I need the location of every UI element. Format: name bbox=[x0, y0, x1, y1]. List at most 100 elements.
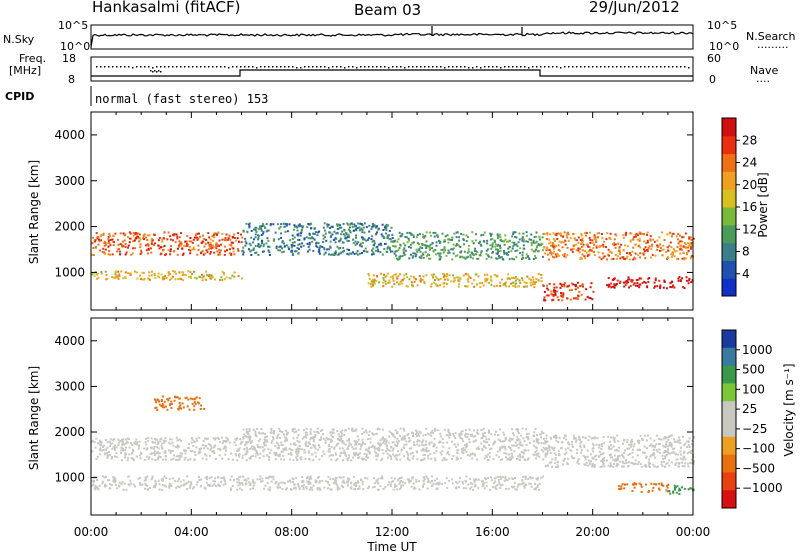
echo-cell bbox=[326, 487, 329, 490]
echo-cell bbox=[567, 447, 570, 450]
echo-cell bbox=[411, 457, 414, 460]
echo-cell bbox=[368, 230, 371, 233]
echo-cell bbox=[170, 485, 173, 488]
echo-cell bbox=[668, 490, 671, 492]
echo-cell bbox=[226, 238, 229, 241]
echo-cell bbox=[526, 432, 529, 435]
echo-cell bbox=[118, 273, 121, 276]
echo-cell bbox=[649, 437, 652, 440]
echo-cell bbox=[173, 270, 176, 273]
echo-cell bbox=[170, 245, 172, 248]
echo-cell bbox=[100, 271, 103, 273]
echo-cell bbox=[540, 277, 543, 279]
nave-dot bbox=[508, 66, 510, 68]
echo-cell bbox=[120, 483, 123, 486]
echo-cell bbox=[327, 481, 329, 483]
echo-cell bbox=[587, 254, 590, 256]
echo-cell bbox=[632, 258, 635, 261]
echo-cell bbox=[249, 488, 252, 491]
echo-cell bbox=[193, 398, 196, 401]
echo-cell bbox=[454, 255, 457, 258]
echo-cell bbox=[591, 462, 594, 465]
echo-cell bbox=[571, 440, 574, 443]
echo-cell bbox=[209, 448, 212, 451]
echo-cell bbox=[112, 234, 114, 237]
echo-cell bbox=[473, 479, 476, 482]
echo-cell bbox=[270, 441, 273, 444]
nave-dot bbox=[616, 66, 618, 68]
echo-cell bbox=[197, 452, 200, 455]
echo-cell bbox=[92, 483, 95, 486]
echo-cell bbox=[436, 482, 439, 485]
echo-cell bbox=[403, 429, 406, 432]
echo-cell bbox=[133, 239, 136, 242]
echo-cell bbox=[521, 483, 524, 485]
echo-cell bbox=[680, 446, 682, 449]
echo-cell bbox=[689, 487, 692, 490]
colorbar-tick-label: 25 bbox=[742, 402, 757, 416]
echo-cell bbox=[579, 239, 582, 241]
echo-cell bbox=[656, 239, 659, 242]
echo-cell bbox=[435, 450, 438, 453]
echo-cell bbox=[451, 478, 454, 481]
echo-cell bbox=[643, 280, 646, 283]
echo-cell bbox=[404, 482, 407, 485]
echo-cell bbox=[425, 240, 428, 243]
echo-cell bbox=[307, 482, 310, 484]
echo-cell bbox=[574, 297, 577, 300]
echo-cell bbox=[613, 238, 616, 241]
echo-cell bbox=[393, 245, 396, 248]
nave-dot bbox=[412, 66, 414, 68]
echo-cell bbox=[299, 457, 302, 459]
echo-cell bbox=[381, 437, 384, 440]
echo-cell bbox=[367, 447, 370, 450]
echo-cell bbox=[400, 476, 403, 479]
nave-dot bbox=[656, 66, 658, 68]
echo-cell bbox=[213, 445, 216, 448]
echo-cell bbox=[182, 273, 185, 276]
echo-cell bbox=[341, 429, 344, 432]
echo-cell bbox=[106, 455, 109, 457]
echo-cell bbox=[140, 278, 142, 281]
echo-cell bbox=[613, 441, 616, 443]
echo-cell bbox=[261, 477, 264, 480]
echo-cell bbox=[350, 428, 353, 431]
nave-dot bbox=[176, 66, 178, 68]
echo-cell bbox=[130, 442, 132, 445]
echo-cell bbox=[201, 457, 204, 460]
echo-cell bbox=[661, 465, 664, 467]
echo-cell bbox=[101, 482, 104, 485]
echo-cell bbox=[589, 286, 592, 289]
echo-cell bbox=[169, 278, 171, 281]
echo-cell bbox=[267, 488, 270, 491]
nave-dot bbox=[420, 66, 422, 68]
echo-cell bbox=[329, 478, 332, 481]
echo-cell bbox=[467, 433, 470, 436]
echo-cell bbox=[494, 480, 497, 483]
echo-cell bbox=[622, 442, 624, 445]
echo-cell bbox=[407, 454, 410, 457]
echo-cell bbox=[266, 229, 269, 232]
echo-cell bbox=[189, 450, 192, 452]
echo-cell bbox=[484, 454, 487, 457]
echo-cell bbox=[510, 448, 513, 451]
echo-cell bbox=[581, 246, 584, 248]
echo-cell bbox=[196, 481, 199, 483]
echo-cell bbox=[672, 448, 675, 451]
echo-cell bbox=[623, 483, 626, 486]
echo-cell bbox=[254, 252, 257, 254]
echo-cell bbox=[386, 272, 389, 275]
echo-cell bbox=[435, 241, 438, 244]
echo-cell bbox=[433, 444, 436, 447]
echo-cell bbox=[191, 248, 194, 251]
echo-cell bbox=[651, 253, 654, 256]
echo-cell bbox=[474, 253, 477, 256]
echo-cell bbox=[343, 229, 346, 232]
echo-cell bbox=[376, 455, 379, 458]
echo-cell bbox=[488, 455, 491, 458]
echo-cell bbox=[150, 239, 153, 242]
echo-cell bbox=[195, 277, 198, 280]
echo-cell bbox=[688, 244, 691, 247]
echo-cell bbox=[540, 433, 543, 436]
echo-cell bbox=[488, 429, 490, 432]
